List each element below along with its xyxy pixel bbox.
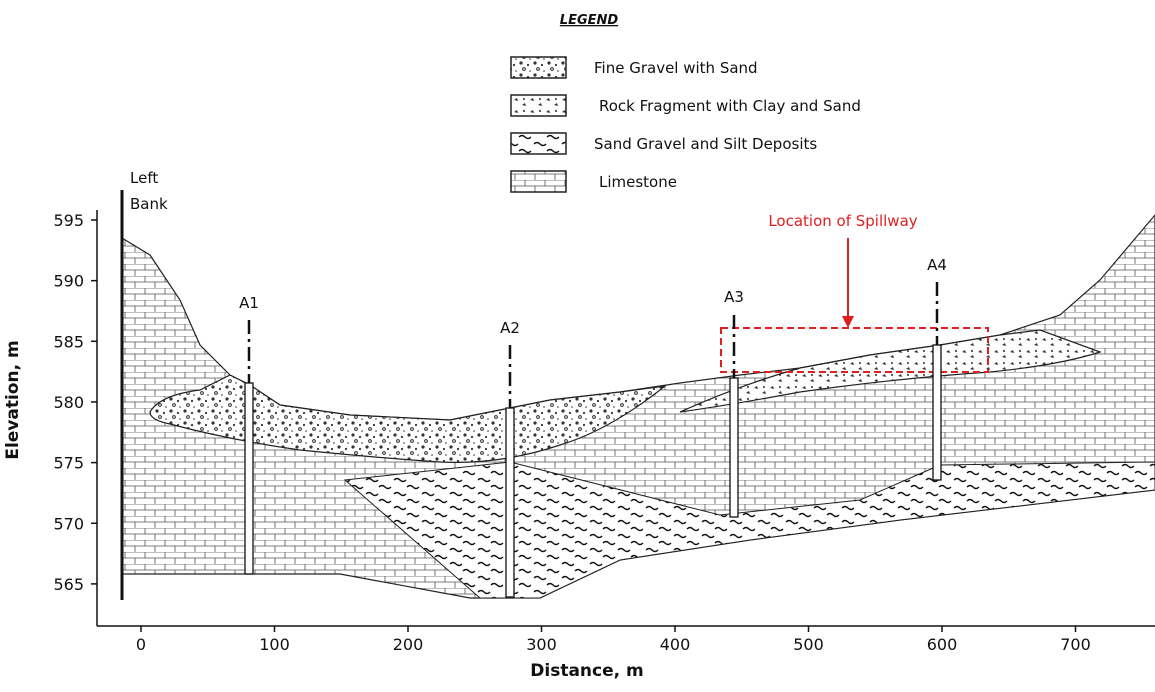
borehole: [245, 383, 253, 574]
legend-title: LEGEND: [560, 13, 619, 28]
left-bank-label: Left: [130, 169, 158, 187]
legend-label: Fine Gravel with Sand: [594, 59, 758, 77]
borehole: [506, 408, 514, 597]
legend-label: Sand Gravel and Silt Deposits: [594, 135, 817, 153]
x-tick-label: 300: [526, 635, 557, 654]
x-tick-label: 200: [393, 635, 424, 654]
cross-section: Elevation, m Distance, m LEGEND Left Ban…: [0, 0, 1155, 687]
x-tick-label: 600: [927, 635, 958, 654]
borehole: [933, 345, 941, 480]
x-tick-label: 700: [1060, 635, 1091, 654]
legend-swatch: [511, 133, 566, 154]
y-tick-label: 585: [53, 332, 84, 351]
legend-swatch: [511, 57, 566, 78]
x-tick-label: 400: [660, 635, 691, 654]
borehole-label: A4: [927, 256, 947, 274]
y-tick-label: 595: [53, 211, 84, 230]
legend-swatch: [511, 171, 566, 192]
legend-label: Limestone: [599, 173, 677, 191]
x-axis-label: Distance, m: [530, 661, 643, 681]
left-bank-label: Bank: [130, 195, 168, 213]
legend-label: Rock Fragment with Clay and Sand: [599, 97, 861, 115]
spillway-arrowhead: [842, 316, 854, 328]
legend-swatch: [511, 95, 566, 116]
y-tick-label: 575: [53, 454, 84, 473]
borehole-label: A3: [724, 288, 744, 306]
y-tick-label: 590: [53, 272, 84, 291]
y-tick-label: 580: [53, 393, 84, 412]
page: {"legend": {"title": "LEGEND", "items": …: [0, 0, 1155, 687]
y-tick-label: 565: [53, 575, 84, 594]
y-axis-label: Elevation, m: [3, 340, 23, 459]
borehole-label: A2: [500, 319, 520, 337]
borehole-label: A1: [239, 294, 259, 312]
geology: [122, 190, 1155, 600]
spillway-label: Location of Spillway: [768, 212, 917, 230]
x-tick-label: 500: [793, 635, 824, 654]
x-tick-label: 0: [136, 635, 146, 654]
borehole: [730, 378, 738, 517]
x-tick-label: 100: [259, 635, 290, 654]
y-tick-label: 570: [53, 514, 84, 533]
